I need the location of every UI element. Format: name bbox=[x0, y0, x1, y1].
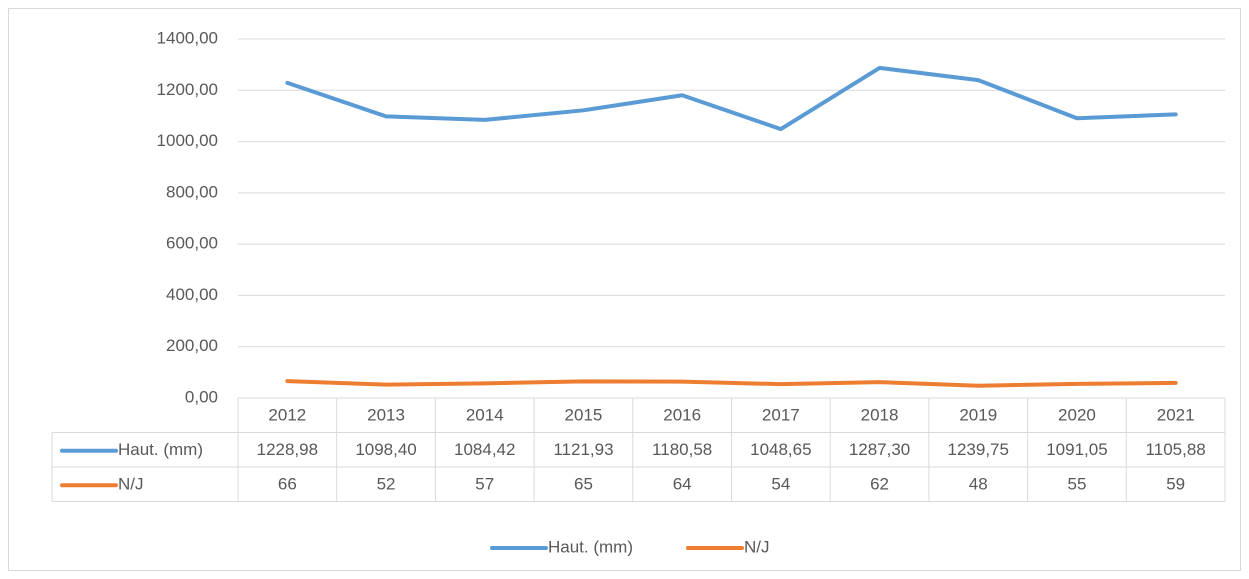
series-line bbox=[285, 379, 1178, 388]
x-tick-label: 2013 bbox=[367, 406, 405, 425]
table-cell: 52 bbox=[377, 475, 396, 494]
y-tick-label: 600,00 bbox=[166, 234, 218, 253]
y-tick-label: 1200,00 bbox=[157, 80, 218, 99]
table-cell: 1121,93 bbox=[553, 440, 613, 459]
y-tick-label: 800,00 bbox=[166, 182, 218, 201]
x-tick-label: 2018 bbox=[861, 406, 899, 425]
y-tick-label: 1000,00 bbox=[157, 131, 218, 150]
x-tick-label: 2021 bbox=[1157, 406, 1195, 425]
series-line bbox=[285, 65, 1178, 132]
table-cell: 59 bbox=[1166, 475, 1185, 494]
table-cell: 1091,05 bbox=[1046, 440, 1107, 459]
x-tick-label: 2014 bbox=[466, 406, 504, 425]
legend-label: N/J bbox=[744, 537, 770, 556]
table-cell: 1287,30 bbox=[849, 440, 910, 459]
table-cell: 1048,65 bbox=[750, 440, 811, 459]
y-tick-label: 0,00 bbox=[185, 387, 218, 406]
table-cell: 62 bbox=[870, 475, 889, 494]
table-cell: 48 bbox=[969, 475, 988, 494]
table-cell: 57 bbox=[475, 475, 494, 494]
table-cell: 66 bbox=[278, 475, 297, 494]
table-cell: 1105,88 bbox=[1146, 440, 1206, 459]
y-tick-label: 1400,00 bbox=[157, 28, 218, 47]
y-tick-label: 400,00 bbox=[166, 285, 218, 304]
table-row-header: Haut. (mm) bbox=[118, 440, 203, 459]
x-tick-label: 2016 bbox=[663, 406, 701, 425]
table-cell: 1098,40 bbox=[355, 440, 416, 459]
x-tick-label: 2020 bbox=[1058, 406, 1096, 425]
x-tick-label: 2019 bbox=[959, 406, 997, 425]
table-cell: 65 bbox=[574, 475, 593, 494]
table-cell: 1084,42 bbox=[454, 440, 515, 459]
table-cell: 1180,58 bbox=[652, 440, 712, 459]
table-cell: 64 bbox=[673, 475, 692, 494]
legend-label: Haut. (mm) bbox=[548, 537, 633, 556]
table-cell: 55 bbox=[1067, 475, 1086, 494]
y-tick-label: 200,00 bbox=[166, 336, 218, 355]
table-cell: 1239,75 bbox=[948, 440, 1009, 459]
x-tick-label: 2012 bbox=[268, 406, 306, 425]
table-cell: 1228,98 bbox=[257, 440, 318, 459]
table-cell: 54 bbox=[771, 475, 790, 494]
table-row-header: N/J bbox=[118, 475, 144, 494]
x-tick-label: 2015 bbox=[565, 406, 603, 425]
x-tick-label: 2017 bbox=[762, 406, 800, 425]
